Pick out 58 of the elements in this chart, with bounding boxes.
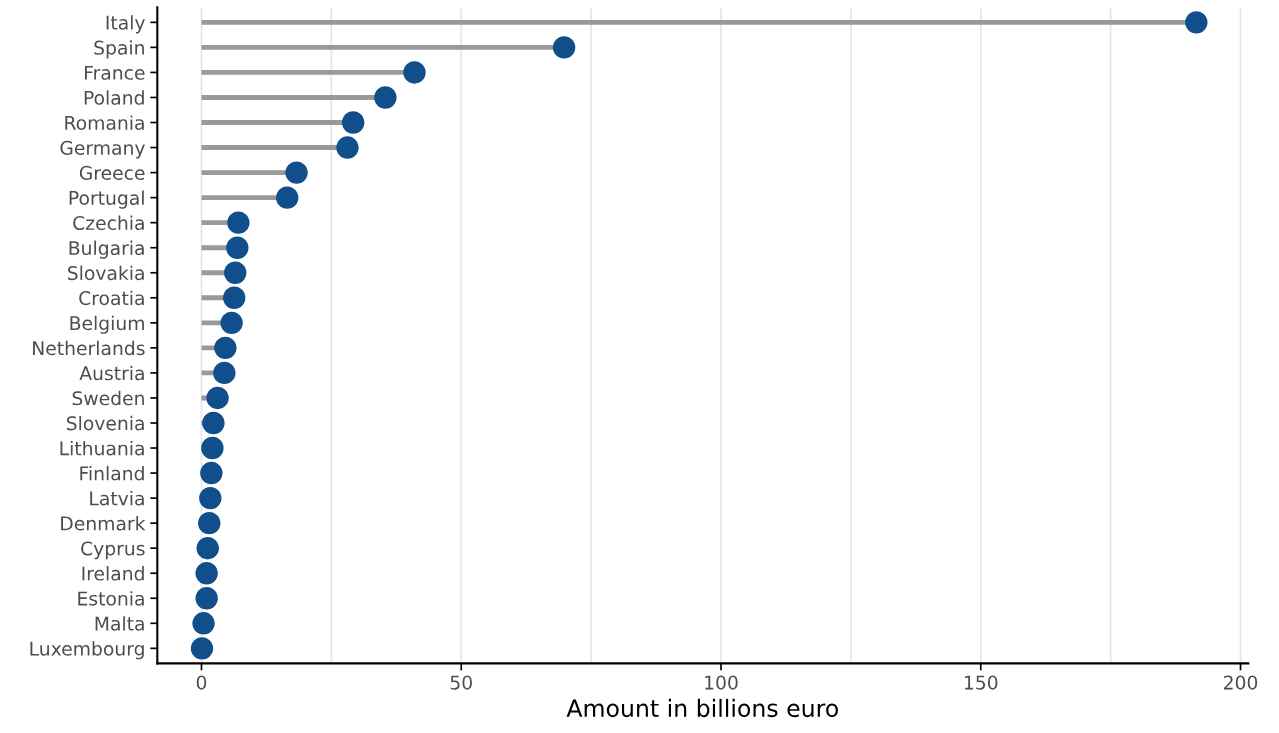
y-tick-label: Denmark — [61, 516, 146, 531]
x-axis-title: Amount in billions euro — [566, 698, 838, 718]
y-tick-label: Ireland — [82, 566, 144, 581]
y-tick-label: Bulgaria — [69, 240, 144, 259]
point — [1185, 11, 1208, 34]
y-tick-label: Germany — [60, 140, 145, 159]
point — [276, 186, 299, 209]
y-tick-label: Greece — [79, 165, 145, 180]
point — [285, 161, 308, 184]
point — [214, 336, 237, 360]
y-tick-label: Slovakia — [68, 265, 144, 281]
y-tick-label: Poland — [84, 90, 144, 105]
point — [213, 361, 236, 385]
point — [195, 562, 218, 585]
y-tick-label: Cyprus — [81, 541, 145, 560]
point — [195, 587, 218, 610]
point — [201, 436, 224, 460]
point — [341, 111, 365, 134]
point — [224, 261, 247, 284]
x-tick-label: 100 — [705, 675, 738, 690]
point — [199, 486, 222, 510]
y-tick-label: Croatia — [79, 290, 144, 306]
y-tick-label: Belgium — [70, 315, 144, 334]
point — [202, 411, 225, 435]
y-tick-label: France — [85, 65, 145, 80]
point — [220, 311, 243, 335]
y-tick-label: Sweden — [72, 390, 144, 406]
y-tick-label: Latvia — [90, 490, 144, 506]
y-tick-label: Romania — [65, 115, 144, 130]
point — [192, 612, 215, 635]
y-tick-label: Slovenia — [66, 415, 144, 431]
point — [198, 511, 221, 535]
y-tick-label: Estonia — [78, 591, 144, 606]
point — [374, 86, 397, 109]
y-tick-label: Spain — [94, 40, 144, 59]
x-tick-label: 0 — [196, 675, 207, 690]
x-tick-label: 200 — [1223, 675, 1258, 690]
y-tick-label: Finland — [80, 465, 144, 481]
point — [196, 536, 219, 560]
y-tick-label: Czechia — [73, 215, 144, 231]
y-tick-label: Portugal — [69, 190, 144, 209]
y-tick-label: Italy — [106, 15, 145, 34]
y-tick-label: Netherlands — [33, 340, 145, 356]
point — [226, 236, 249, 259]
point — [336, 136, 359, 159]
point — [200, 461, 223, 485]
y-tick-label: Lithuania — [60, 440, 144, 456]
point — [552, 36, 576, 59]
y-tick-label: Malta — [95, 616, 144, 631]
x-tick-label: 50 — [450, 675, 472, 690]
point — [403, 61, 426, 84]
point — [227, 211, 250, 234]
point — [206, 386, 229, 410]
point — [223, 286, 246, 309]
y-tick-label: Austria — [79, 365, 144, 381]
point — [190, 637, 214, 660]
y-tick-label: Luxembourg — [30, 641, 144, 660]
x-tick-label: 150 — [964, 675, 998, 690]
